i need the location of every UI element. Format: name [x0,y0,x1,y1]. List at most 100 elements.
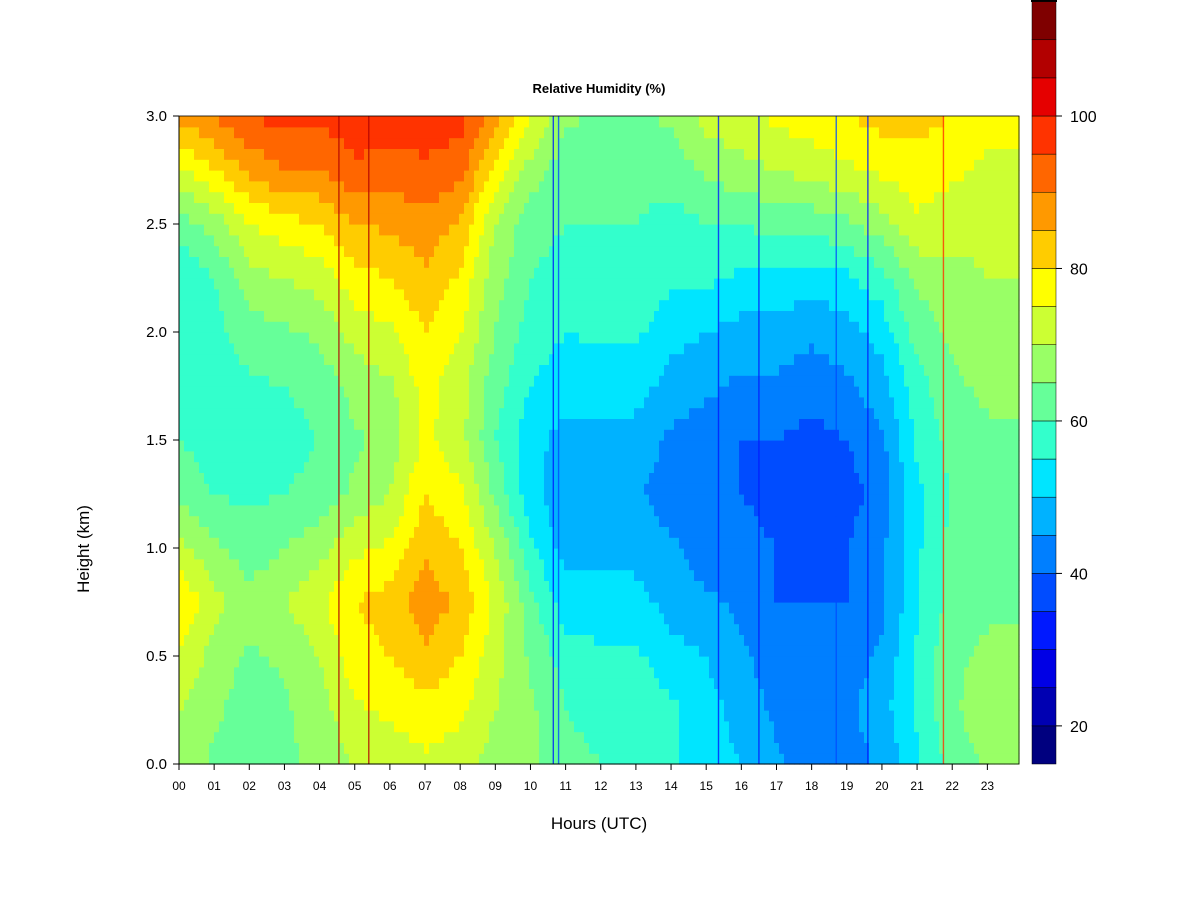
heatmap-cell [319,612,325,625]
heatmap-cell [399,407,405,419]
heatmap-cell [304,278,310,290]
heatmap-cell [214,245,220,257]
heatmap-cell [474,213,480,225]
heatmap-cell [549,418,555,430]
heatmap-cell [554,677,560,689]
heatmap-cell [234,569,240,581]
heatmap-cell [454,515,460,527]
heatmap-cell [394,191,400,203]
heatmap-cell [534,299,540,311]
heatmap-cell [179,569,185,581]
heatmap-cell [194,450,200,463]
heatmap-cell [479,515,485,527]
heatmap-cell [349,353,355,365]
heatmap-cell [514,515,520,527]
heatmap-cell [549,213,555,225]
heatmap-cell [534,234,540,247]
heatmap-cell [199,137,205,149]
heatmap-cell [309,623,315,635]
heatmap-cell [459,591,465,603]
heatmap-cell [424,396,430,409]
heatmap-cell [269,494,275,506]
heatmap-cell [579,148,585,160]
heatmap-cell [249,645,255,657]
heatmap-cell [384,699,390,711]
heatmap-cell [569,688,575,700]
heatmap-cell [534,202,540,214]
heatmap-cell [504,342,510,355]
heatmap-cell [449,450,455,463]
heatmap-cell [274,472,280,484]
heatmap-cell [429,278,435,290]
heatmap-cell [449,278,455,290]
heatmap-cell [524,504,530,517]
heatmap-cell [509,612,515,625]
heatmap-cell [579,612,585,625]
heatmap-cell [234,407,240,419]
heatmap-cell [359,321,365,333]
heatmap-cell [294,558,300,571]
heatmap-cell [454,558,460,571]
heatmap-cell [179,515,185,527]
heatmap-cell [469,558,475,571]
heatmap-cell [589,656,595,668]
heatmap-cell [364,558,370,571]
heatmap-cell [544,753,550,765]
heatmap-cell [299,396,305,409]
heatmap-cell [349,288,355,301]
heatmap-cell [574,612,580,625]
heatmap-cell [479,245,485,257]
heatmap-cell [259,558,265,571]
heatmap-cell [189,461,195,473]
heatmap-cell [279,396,285,409]
heatmap-cell [479,407,485,419]
heatmap-cell [374,548,380,560]
heatmap-cell [239,656,245,668]
heatmap-cell [349,234,355,247]
heatmap-cell [189,353,195,365]
heatmap-cell [294,353,300,365]
heatmap-cell [349,407,355,419]
heatmap-cell [414,623,420,635]
heatmap-cell [364,440,370,452]
heatmap-cell [294,753,300,765]
heatmap-cell [524,245,530,257]
heatmap-cell [484,364,490,376]
heatmap-cell [444,591,450,603]
heatmap-cell [254,666,260,679]
heatmap-cell [484,407,490,419]
heatmap-cell [544,548,550,560]
heatmap-cell [539,429,545,441]
heatmap-cell [294,504,300,517]
heatmap-cell [459,353,465,365]
heatmap-cell [194,310,200,322]
heatmap-cell [349,548,355,560]
heatmap-cell [549,494,555,506]
heatmap-cell [319,256,325,268]
heatmap-cell [399,213,405,225]
heatmap-cell [429,126,435,139]
heatmap-cell [274,504,280,517]
heatmap-cell [204,548,210,560]
heatmap-cell [379,753,385,765]
heatmap-cell [559,288,565,301]
heatmap-cell [564,666,570,679]
heatmap-cell [589,666,595,679]
heatmap-cell [269,137,275,149]
heatmap-cell [379,591,385,603]
heatmap-cell [299,645,305,657]
heatmap-cell [349,720,355,733]
heatmap-cell [574,364,580,376]
heatmap-cell [454,483,460,495]
heatmap-cell [359,699,365,711]
heatmap-cell [494,548,500,560]
heatmap-cell [469,472,475,484]
heatmap-cell [569,396,575,409]
heatmap-cell [409,234,415,247]
heatmap-cell [389,364,395,376]
heatmap-cell [339,418,345,430]
heatmap-cell [444,504,450,517]
heatmap-cell [289,418,295,430]
heatmap-cell [244,656,250,668]
heatmap-cell [224,332,230,344]
